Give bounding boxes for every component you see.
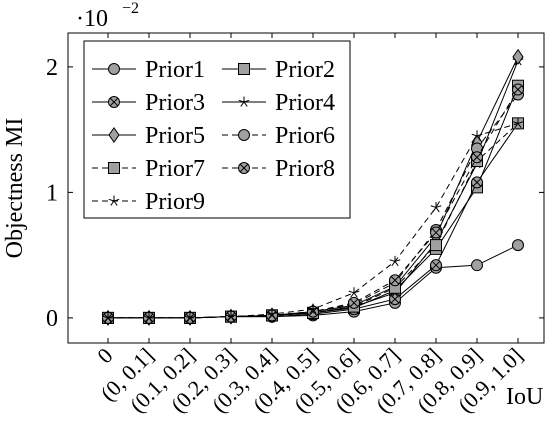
legend-marker <box>108 96 120 108</box>
legend-label: Prior9 <box>145 189 205 215</box>
data-point <box>225 311 237 322</box>
data-point <box>512 239 524 252</box>
legend-marker <box>108 195 120 206</box>
legend-box <box>83 40 351 219</box>
legend-label: Prior4 <box>275 90 335 116</box>
legend-marker <box>238 63 250 75</box>
data-point <box>266 308 278 319</box>
data-point <box>512 48 524 65</box>
series-prior9 <box>102 117 524 323</box>
data-point <box>389 274 401 287</box>
data-point <box>430 201 442 213</box>
data-point <box>307 303 319 314</box>
y-scale-label: ·10 <box>76 6 108 32</box>
data-point <box>143 312 155 323</box>
legend-entry: Prior7 <box>92 156 205 182</box>
legend-entry: Prior9 <box>92 189 205 215</box>
series-layer <box>102 48 524 326</box>
legend-marker <box>238 129 250 141</box>
legend-entry: Prior2 <box>222 57 335 83</box>
data-point <box>184 312 196 323</box>
y-tick-layer: 0 1 2 <box>46 55 544 332</box>
legend-entry: Prior4 <box>222 90 335 116</box>
data-point <box>430 226 442 239</box>
data-point <box>471 130 483 141</box>
data-point <box>471 151 483 164</box>
y-tick-label: 0 <box>46 306 58 332</box>
data-point <box>512 117 524 129</box>
data-point <box>389 255 401 267</box>
legend-label: Prior5 <box>145 123 205 149</box>
legend-label: Prior1 <box>145 57 205 83</box>
legend-label: Prior3 <box>145 90 205 116</box>
plot-frame <box>67 32 545 344</box>
y-tick-label: 1 <box>46 180 58 206</box>
data-point <box>471 259 483 272</box>
data-point <box>430 259 442 272</box>
x-axis-label: IoU <box>506 384 543 410</box>
data-point <box>348 287 360 298</box>
legend-marker <box>108 126 120 144</box>
x-tick-label: 0 <box>92 343 117 368</box>
legend-entry: Prior1 <box>92 57 205 83</box>
legend-entry: Prior6 <box>222 123 335 149</box>
y-axis-label: Objectness MI <box>2 118 28 259</box>
y-tick-label: 2 <box>46 55 58 81</box>
legend-marker <box>108 162 120 174</box>
data-point <box>471 176 483 189</box>
legend-label: Prior8 <box>275 156 335 182</box>
legend-label: Prior7 <box>145 156 205 182</box>
data-point <box>102 312 114 323</box>
legend-marker <box>238 96 250 107</box>
legend-marker <box>238 162 250 174</box>
legend-label: Prior2 <box>275 57 335 83</box>
legend: Prior1 Prior2 Prior3 Prior4 Prior5 Prior6 Prio… <box>83 40 351 219</box>
legend-entry: Prior8 <box>222 156 335 182</box>
legend-entry: Prior3 <box>92 90 205 116</box>
legend-marker <box>108 63 120 75</box>
y-scale-exponent: −2 <box>122 0 139 17</box>
legend-label: Prior6 <box>275 123 335 149</box>
data-point <box>389 293 401 306</box>
data-point <box>512 83 524 96</box>
data-point <box>307 305 319 318</box>
data-point <box>430 239 442 252</box>
legend-entry: Prior5 <box>92 123 205 149</box>
data-point <box>348 296 360 309</box>
